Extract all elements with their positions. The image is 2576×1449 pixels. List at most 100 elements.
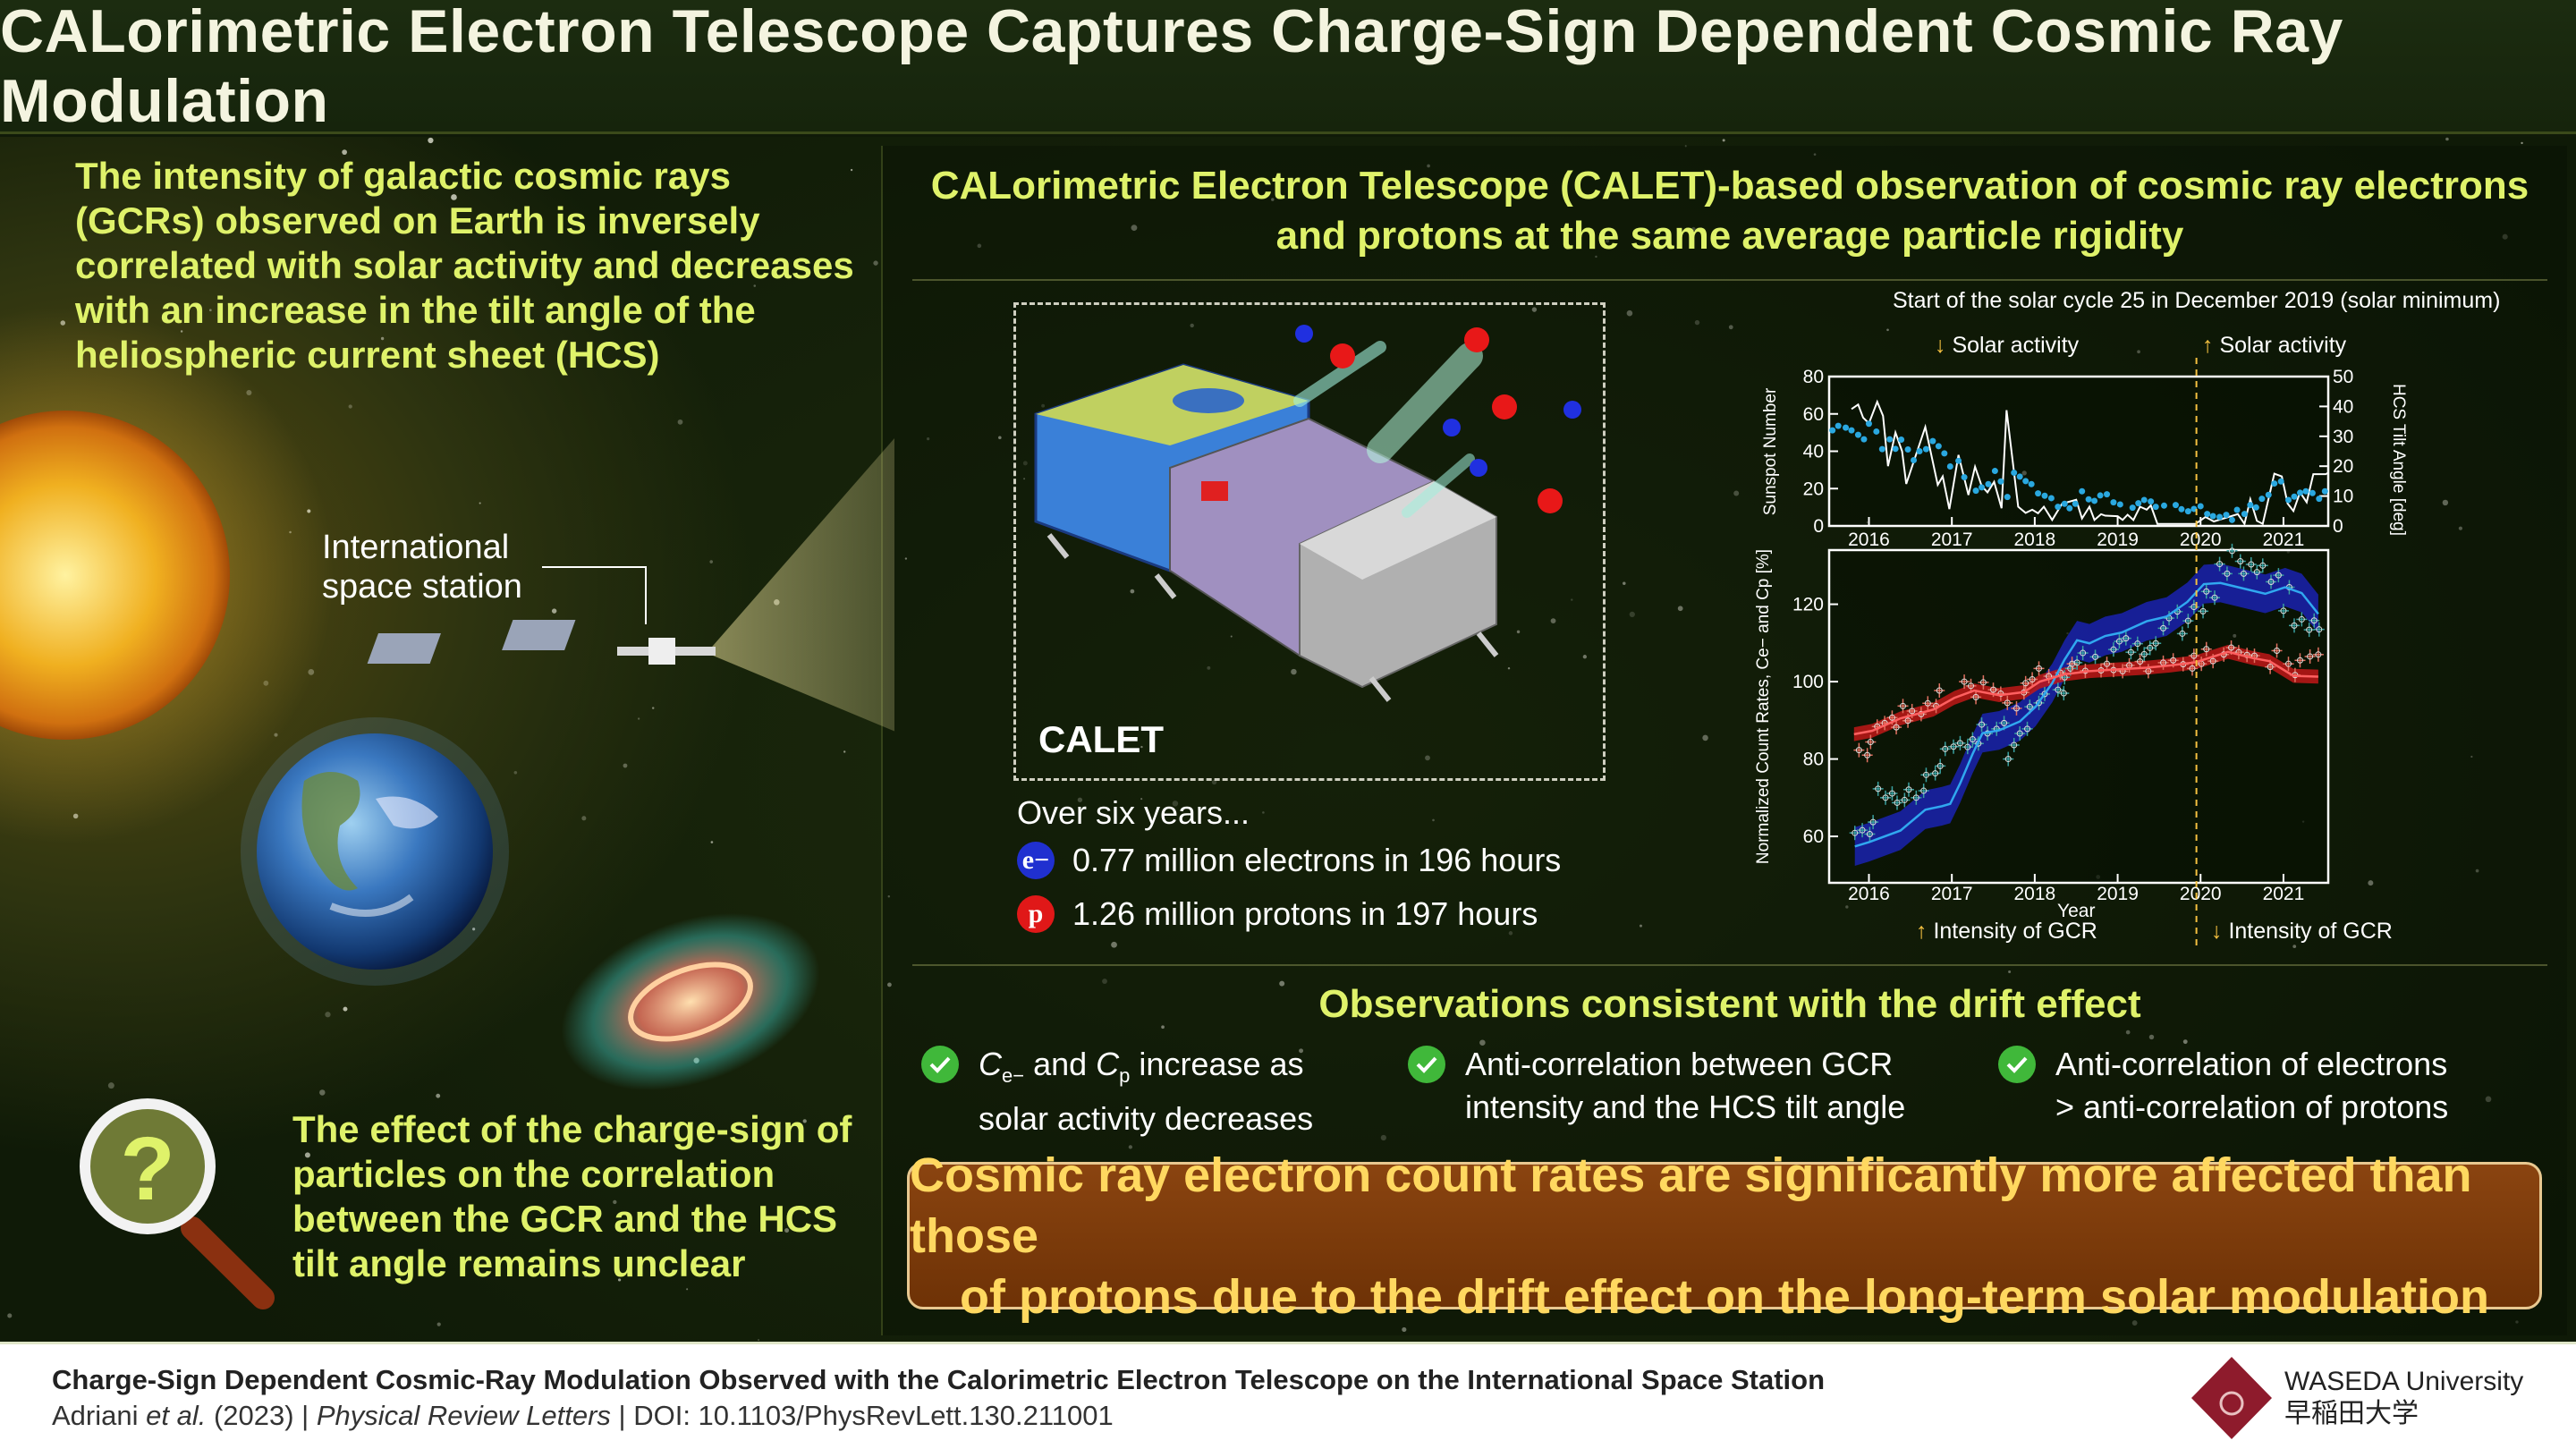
count-rate-point <box>1853 742 1865 758</box>
marker <box>2248 561 2255 568</box>
title-bar: CALorimetric Electron Telescope Captures… <box>0 0 2576 135</box>
marker <box>2228 547 2235 555</box>
marker <box>2041 691 2048 698</box>
count-rate-point <box>2309 613 2320 628</box>
marker <box>1864 751 1871 758</box>
marker <box>2224 570 2231 577</box>
observation-cone <box>707 438 894 732</box>
marker <box>2267 664 2274 671</box>
count-rate-point <box>2144 640 2156 656</box>
sun-icon <box>0 307 334 843</box>
hcs-tilt-point <box>2172 502 2179 509</box>
marker <box>2016 730 2023 737</box>
marker <box>2216 561 2224 568</box>
iss-label-line1: International <box>322 529 510 566</box>
count-rate-point <box>1911 790 1922 805</box>
marker <box>2029 675 2036 682</box>
hcs-tilt-point <box>2216 513 2224 521</box>
count-rate-point <box>1891 720 1902 735</box>
count-rate-point <box>2200 584 2212 599</box>
hcs-tilt-point <box>2247 502 2254 509</box>
count-rate-point <box>1929 766 1941 781</box>
electron-stat-text: 0.77 million electrons in 196 hours <box>1072 842 1562 878</box>
marker <box>1904 717 1911 724</box>
marker <box>1964 743 1971 750</box>
hcs-tilt-point <box>2072 500 2079 507</box>
count-rate-point <box>2125 645 2137 660</box>
marker <box>1888 714 1895 721</box>
marker <box>2080 649 2087 657</box>
marker <box>1968 682 1975 690</box>
count-rate-point <box>2209 590 2221 606</box>
hcs-tilt-point <box>2035 490 2042 497</box>
hcs-tilt-point <box>1946 463 1953 470</box>
hcs-tilt-point <box>2047 495 2055 502</box>
iss-label-leader <box>542 566 647 624</box>
count-rate-point <box>1865 734 1877 750</box>
count-rate-point <box>2114 634 2125 649</box>
hcs-tilt-point <box>1904 445 1911 453</box>
banner-line2: of protons due to the drift effect on th… <box>960 1269 2489 1324</box>
marker <box>2147 644 2154 651</box>
journal-link: Physical Review Letters <box>316 1400 611 1431</box>
conclusion-banner: Cosmic ray electron count rates are sign… <box>907 1148 2542 1324</box>
marker <box>2189 665 2196 672</box>
count-rate-point <box>2008 738 2020 753</box>
marker <box>2140 650 2148 657</box>
hcs-tilt-point <box>1991 468 1998 475</box>
citation: Adriani et al. (2023) | Physical Review … <box>52 1400 1114 1431</box>
sunspot-line <box>1851 399 2329 527</box>
waseda-emblem-icon <box>2191 1357 2272 1439</box>
hcs-tilt-point <box>1829 427 1836 434</box>
count-rate-point <box>2002 695 2013 710</box>
intro-text: The intensity of galactic cosmic rays (G… <box>75 155 854 376</box>
y-tick-label: 60 <box>1803 404 1824 425</box>
hcs-tilt-point <box>2233 506 2241 513</box>
count-rate-point <box>2296 612 2308 627</box>
over-six-years: Over six years... <box>1017 794 1250 831</box>
gcr-intensity-up: ↑ Intensity of GCR <box>1916 919 2097 944</box>
count-rate-point <box>1886 786 1898 801</box>
iss-icon <box>367 620 716 665</box>
fit-band <box>1854 564 2318 866</box>
divider <box>912 279 2547 281</box>
marker <box>2291 622 2298 629</box>
count-rate-point <box>2304 648 2316 664</box>
particles <box>1293 325 1581 518</box>
check-icon <box>921 1046 959 1083</box>
marker <box>2179 630 2186 637</box>
hcs-tilt-point <box>2302 487 2309 495</box>
question-text: The effect of the charge-sign of particl… <box>292 1108 852 1284</box>
electron-stat: e− 0.77 million electrons in 196 hours <box>1017 842 1561 879</box>
marker <box>2115 638 2123 645</box>
marker <box>1972 693 1979 700</box>
hcs-tilt-point <box>1916 448 1923 454</box>
hcs-tilt-point <box>2085 496 2092 503</box>
count-rate-point <box>2176 626 2188 641</box>
count-rate-point <box>1899 792 1911 808</box>
marker <box>1875 785 1882 792</box>
solar-cycle-note: Start of the solar cycle 25 in December … <box>1893 288 2501 313</box>
marker <box>2012 705 2020 712</box>
arrow-up-icon: ↑ <box>2202 333 2214 358</box>
marker <box>1990 686 1997 693</box>
calet-label: CALET <box>1038 718 1164 760</box>
count-rate-point <box>1849 826 1860 841</box>
count-rate-point <box>2157 621 2169 636</box>
hcs-tilt-point <box>2296 489 2303 496</box>
hcs-tilt-point <box>1972 487 1979 495</box>
count-rate-point <box>2052 682 2063 698</box>
check-icon <box>1408 1046 1445 1083</box>
hcs-tilt-point <box>2011 470 2018 477</box>
x-tick-label: 2020 <box>2180 884 2222 904</box>
heading-line2: and protons at the same average particle… <box>1275 214 2184 258</box>
count-rate-point <box>2139 647 2150 662</box>
calet-instrument-illustration <box>1034 325 1581 702</box>
marker <box>2190 652 2198 659</box>
hcs-tilt-point <box>2041 492 2048 499</box>
y2-tick-label: 20 <box>2333 456 2353 477</box>
y-axis-label: Normalized Count Rates, Ce− and Cp [%] <box>1754 549 1773 864</box>
hcs-tilt-point <box>2055 504 2062 511</box>
observation-item: Anti-correlation of electrons > anti-corr… <box>1998 1043 2448 1129</box>
marker <box>1882 794 1889 801</box>
